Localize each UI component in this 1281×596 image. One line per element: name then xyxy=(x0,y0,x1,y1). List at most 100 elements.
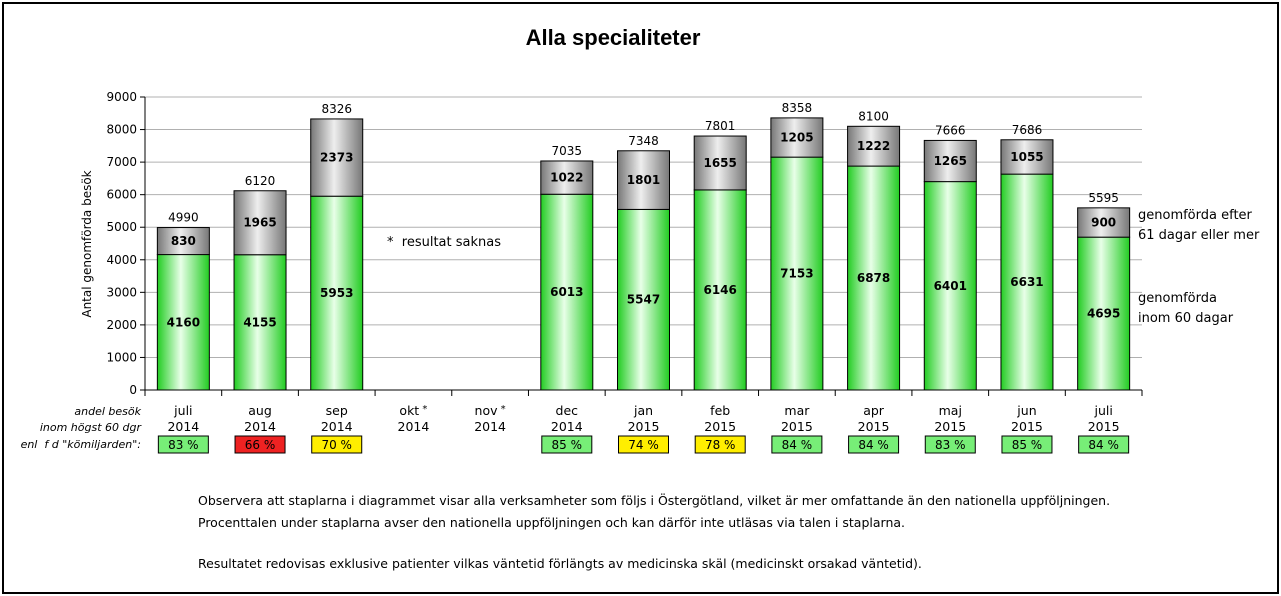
percentage-badge xyxy=(1078,435,1130,454)
note-line-3: Resultatet redovisas exklusive patienter… xyxy=(198,556,922,571)
x-tick-label-month: jun xyxy=(1016,403,1036,418)
x-tick-label-month: jan xyxy=(633,403,653,418)
bar-segment-within-60-days xyxy=(617,208,670,391)
percentage-badge xyxy=(618,435,669,454)
data-label-total: 4990 xyxy=(168,211,199,225)
percentage-label: 84 % xyxy=(1088,438,1119,452)
x-tick-label-month: okt * xyxy=(399,403,427,418)
data-label-after-61-days: 1055 xyxy=(1010,150,1043,164)
y-tick-label: 0 xyxy=(129,383,137,397)
x-tick-label-year: 2014 xyxy=(474,419,506,434)
data-label-total: 7686 xyxy=(1012,123,1043,137)
x-tick-label-month: feb xyxy=(710,403,730,418)
missing-result-star: * xyxy=(419,404,427,415)
percentage-badge xyxy=(924,435,976,454)
chart-title: Alla specialiteter xyxy=(526,25,701,50)
x-tick-label-year: 2015 xyxy=(934,419,966,434)
data-label-total: 7035 xyxy=(552,144,583,158)
data-label-total: 7348 xyxy=(628,134,659,148)
x-tick-label-month: dec xyxy=(556,403,579,418)
bar-segment-after-61-days xyxy=(233,190,287,256)
x-tick-label-month: juli xyxy=(1093,403,1112,418)
percentage-label: 74 % xyxy=(628,438,659,452)
y-tick-label: 4000 xyxy=(106,253,137,267)
data-label-within-60-days: 6631 xyxy=(1010,275,1043,289)
x-tick-label-year: 2014 xyxy=(398,419,430,434)
bar-segment-after-61-days xyxy=(847,125,901,167)
percentage-label: 84 % xyxy=(782,438,813,452)
data-label-total: 8358 xyxy=(782,101,813,115)
data-label-after-61-days: 900 xyxy=(1091,216,1116,230)
data-label-after-61-days: 1205 xyxy=(780,131,813,145)
data-label-within-60-days: 4155 xyxy=(243,315,276,329)
data-label-after-61-days: 1022 xyxy=(550,171,583,185)
percentage-label: 70 % xyxy=(321,438,352,452)
legend-upper-line2: 61 dagar eller mer xyxy=(1138,228,1260,243)
row-label: andel besök inom högst 60 dgr enl f d "k… xyxy=(21,405,143,451)
data-label-total: 6120 xyxy=(245,174,276,188)
y-axis-label: Antal genomförda besök xyxy=(80,170,94,317)
percentage-label: 84 % xyxy=(858,438,889,452)
bar-segment-after-61-days xyxy=(310,118,364,197)
data-label-after-61-days: 1801 xyxy=(627,173,660,187)
percentage-label: 83 % xyxy=(935,438,966,452)
bar-segment-within-60-days xyxy=(1000,173,1054,391)
y-tick-label: 5000 xyxy=(106,220,137,234)
bar-segment-within-60-days xyxy=(693,189,747,391)
row-label-line2: inom högst 60 dgr xyxy=(40,421,143,434)
annotation-missing: * resultat saknas xyxy=(387,235,501,250)
bar-segment-after-61-days xyxy=(617,150,670,210)
bar-segment-within-60-days xyxy=(540,193,594,391)
bar-segment-after-61-days xyxy=(923,139,977,183)
bar-segment-after-61-days xyxy=(156,227,210,256)
x-tick-label-month: apr xyxy=(863,403,885,418)
percentage-badge xyxy=(157,435,209,454)
x-tick-label-year: 2015 xyxy=(781,419,813,434)
data-label-within-60-days: 6401 xyxy=(934,279,967,293)
bar-segment-after-61-days xyxy=(770,117,824,158)
data-label-total: 5595 xyxy=(1088,191,1119,205)
y-tick-label: 8000 xyxy=(106,123,137,137)
data-label-total: 8326 xyxy=(321,102,352,116)
row-label-line1: andel besök xyxy=(74,405,141,418)
percentage-label: 66 % xyxy=(245,438,276,452)
y-tick-label: 2000 xyxy=(106,318,137,332)
legend-upper-line1: genomförda efter xyxy=(1138,208,1253,223)
percentage-label: 78 % xyxy=(705,438,736,452)
bar-segment-within-60-days xyxy=(1077,236,1131,391)
percentage-badge xyxy=(694,435,746,454)
percentage-badge xyxy=(1001,435,1053,454)
percentage-badge xyxy=(771,435,823,454)
bar-segment-after-61-days xyxy=(693,135,747,191)
legend-lower-line1: genomförda xyxy=(1138,291,1217,306)
bar-segment-within-60-days xyxy=(156,254,210,391)
data-label-after-61-days: 1965 xyxy=(243,216,276,230)
data-label-within-60-days: 4695 xyxy=(1087,307,1120,321)
data-label-within-60-days: 5953 xyxy=(320,286,353,300)
note-line-1: Observera att staplarna i diagrammet vis… xyxy=(198,493,1111,508)
data-label-within-60-days: 6878 xyxy=(857,271,890,285)
data-label-total: 7666 xyxy=(935,123,966,137)
bar-segment-within-60-days xyxy=(233,254,287,391)
percentage-badge xyxy=(311,435,363,454)
data-label-after-61-days: 1222 xyxy=(857,139,890,153)
data-label-total: 7801 xyxy=(705,119,736,133)
percentage-label: 85 % xyxy=(1012,438,1043,452)
percentage-row: 83 % 66 % 70 % 85 % 74 % 78 % 84 % 84 % 83 % 85 %… xyxy=(157,435,1130,454)
y-tick-label: 9000 xyxy=(106,90,137,104)
data-label-after-61-days: 1655 xyxy=(703,156,736,170)
bar-segment-after-61-days xyxy=(1000,139,1054,175)
percentage-badge xyxy=(541,435,593,454)
data-label-after-61-days: 1265 xyxy=(934,154,967,168)
data-label-within-60-days: 6146 xyxy=(703,283,736,297)
x-tick-label-month: sep xyxy=(326,403,348,418)
data-label-within-60-days: 6013 xyxy=(550,285,583,299)
data-label-within-60-days: 4160 xyxy=(167,315,200,329)
x-tick-label-year: 2014 xyxy=(551,419,583,434)
missing-result-star: * xyxy=(498,404,506,415)
row-label-line3: enl f d "kömiljarden": xyxy=(21,438,141,451)
x-tick-label-month: mar xyxy=(784,403,810,418)
data-label-within-60-days: 7153 xyxy=(780,267,813,281)
percentage-badge xyxy=(848,435,900,454)
